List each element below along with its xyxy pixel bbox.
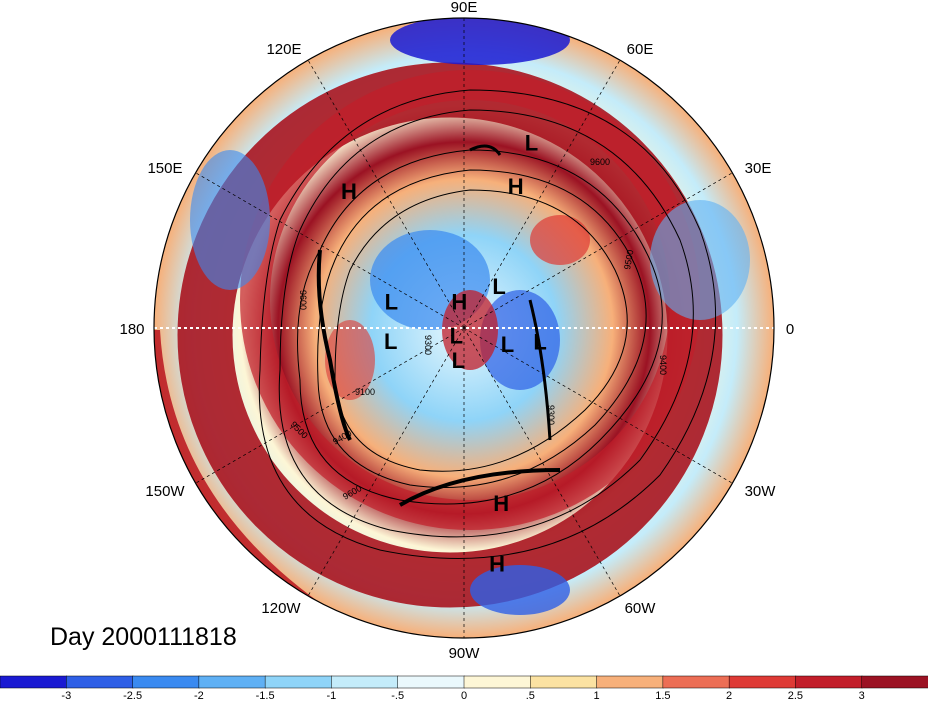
low-pressure-marker: L [450,324,463,349]
high-pressure-marker: H [493,491,509,516]
colorbar-tick-label: .5 [526,690,535,702]
high-pressure-marker: H [489,552,505,577]
colorbar-swatch [331,675,399,689]
lon-label-150w: 150W [145,483,185,500]
lon-label-30w: 30W [745,483,777,500]
graticule [154,18,774,638]
colorbar-tick-label: -3 [61,690,71,702]
lon-label-120w: 120W [261,600,301,617]
lon-label-90e: 90E [451,0,478,16]
contour-label: 9400 [658,355,668,375]
contour-label: 9600 [590,157,610,167]
colorbar-swatch [463,675,532,689]
lon-label-90w: 90W [449,645,481,662]
colorbar-tick-label: 3 [859,690,865,702]
lon-label-60w: 60W [625,600,657,617]
colorbar-tick-label: -1.5 [256,690,275,702]
low-pressure-marker: L [492,274,505,299]
low-pressure-marker: L [525,130,538,155]
low-pressure-marker: L [452,348,465,373]
high-pressure-marker: H [451,289,467,314]
contour-label: 9300 [546,405,556,425]
colorbar-swatch [0,675,68,689]
low-pressure-marker: L [501,332,514,357]
height-contours [258,89,717,559]
colorbar-tick-label: 1.5 [655,690,670,702]
colorbar-swatch [264,675,333,689]
lon-label-180: 180 [119,321,144,338]
high-pressure-marker: H [341,179,357,204]
lon-label-120e: 120E [266,41,301,58]
colorbar-tick-label: -.5 [391,690,404,702]
colorbar-tick-label: -1 [327,690,337,702]
colorbar-swatch [132,675,200,689]
contour-label: 9100 [355,387,375,397]
colorbar-tick-label: -2 [194,690,204,702]
contour-label: 9300 [423,335,433,355]
high-pressure-marker: H [508,174,524,199]
lon-label-30e: 30E [745,160,772,177]
colorbar-swatch [662,675,730,689]
colorbar-tick-label: 1 [594,690,600,702]
colorbar-tick-label: 2.5 [788,690,803,702]
colorbar-swatch [596,675,664,689]
longitude-labels: 90E 60E 30E 0 30W 60W 90W 120W 150W 180 … [119,0,794,662]
day-label: Day 2000111818 [50,623,237,651]
lon-label-0: 0 [786,321,794,338]
colorbar-tick-label: -2.5 [123,690,142,702]
low-pressure-marker: L [533,329,546,354]
colorbar-tick-label: 0 [461,690,467,702]
lon-label-150e: 150E [147,160,182,177]
colorbar-swatch [861,675,928,689]
map-boundary [153,17,775,639]
low-pressure-marker: L [385,290,398,315]
contour-label: 9600 [298,290,308,310]
colorbar-swatch [198,675,266,689]
colorbar-swatch [728,675,797,689]
colorbar-swatch [66,675,134,689]
lon-label-60e: 60E [627,41,654,58]
low-pressure-marker: L [384,329,397,354]
colorbar-swatch [795,675,863,689]
colorbar-tick-label: 2 [726,690,732,702]
colorbar-swatch [397,675,465,689]
contour-label: 9500 [622,249,635,270]
colorbar-swatch [530,675,598,689]
colorbar: -3 -2.5 -2 -1.5 -1 -.5 0 .5 1 1.5 2 2.5 3 [0,675,928,702]
